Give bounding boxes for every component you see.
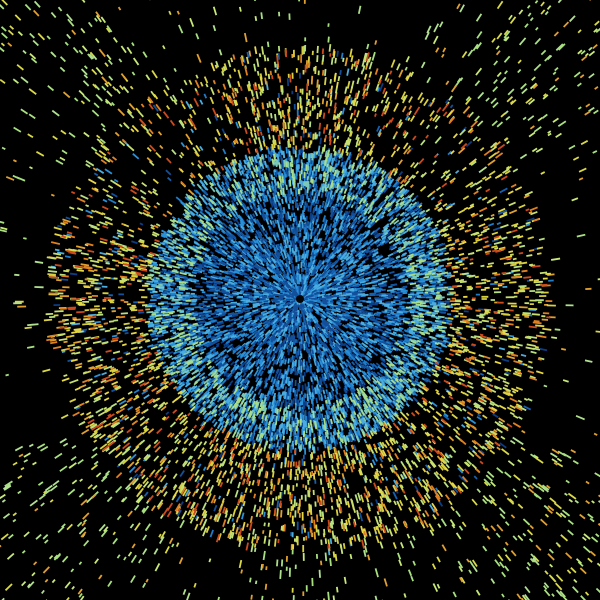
echo-layer — [147, 146, 450, 451]
center-site — [296, 295, 304, 303]
echo-layer — [48, 48, 551, 551]
